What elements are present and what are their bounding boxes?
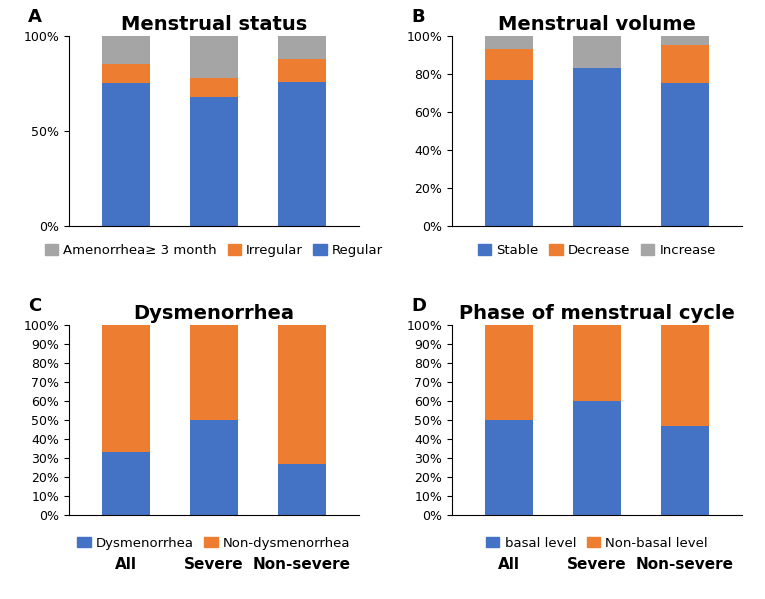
Text: D: D [412,298,426,316]
Bar [190,325,238,420]
Bar [485,325,533,420]
Text: Severe: Severe [567,557,627,572]
Bar [573,36,621,68]
Bar [661,36,709,46]
Bar [573,68,621,226]
Legend: basal level, Non-basal level: basal level, Non-basal level [486,537,708,550]
Legend: Amenorrhea≥ 3 month, Irregular, Regular: Amenorrhea≥ 3 month, Irregular, Regular [45,244,383,257]
Bar [661,426,709,515]
Text: Non-severe: Non-severe [636,557,734,572]
Bar [278,59,326,81]
Bar [573,325,621,401]
Bar [102,65,150,83]
Title: Phase of menstrual cycle: Phase of menstrual cycle [459,304,735,323]
Title: Dysmenorrhea: Dysmenorrhea [133,304,295,323]
Bar [278,464,326,515]
Bar [661,83,709,226]
Bar [102,325,150,452]
Bar [190,78,238,97]
Bar [573,401,621,515]
Title: Menstrual volume: Menstrual volume [498,16,696,34]
Bar [661,46,709,83]
Text: A: A [28,8,42,26]
Bar [485,36,533,49]
Bar [102,83,150,226]
Bar [485,49,533,80]
Text: C: C [28,298,41,316]
Bar [102,36,150,65]
Bar [190,36,238,78]
Bar [278,36,326,59]
Title: Menstrual status: Menstrual status [121,16,307,34]
Text: All: All [498,557,520,572]
Text: Severe: Severe [184,557,244,572]
Bar [661,325,709,426]
Bar [485,80,533,226]
Legend: Stable, Decrease, Increase: Stable, Decrease, Increase [478,244,716,257]
Bar [190,420,238,515]
Bar [278,81,326,226]
Bar [190,97,238,226]
Legend: Dysmenorrhea, Non-dysmenorrhea: Dysmenorrhea, Non-dysmenorrhea [77,537,350,550]
Bar [102,452,150,515]
Text: Non-severe: Non-severe [253,557,351,572]
Text: All: All [115,557,137,572]
Text: B: B [412,8,425,26]
Bar [278,325,326,464]
Bar [485,420,533,515]
